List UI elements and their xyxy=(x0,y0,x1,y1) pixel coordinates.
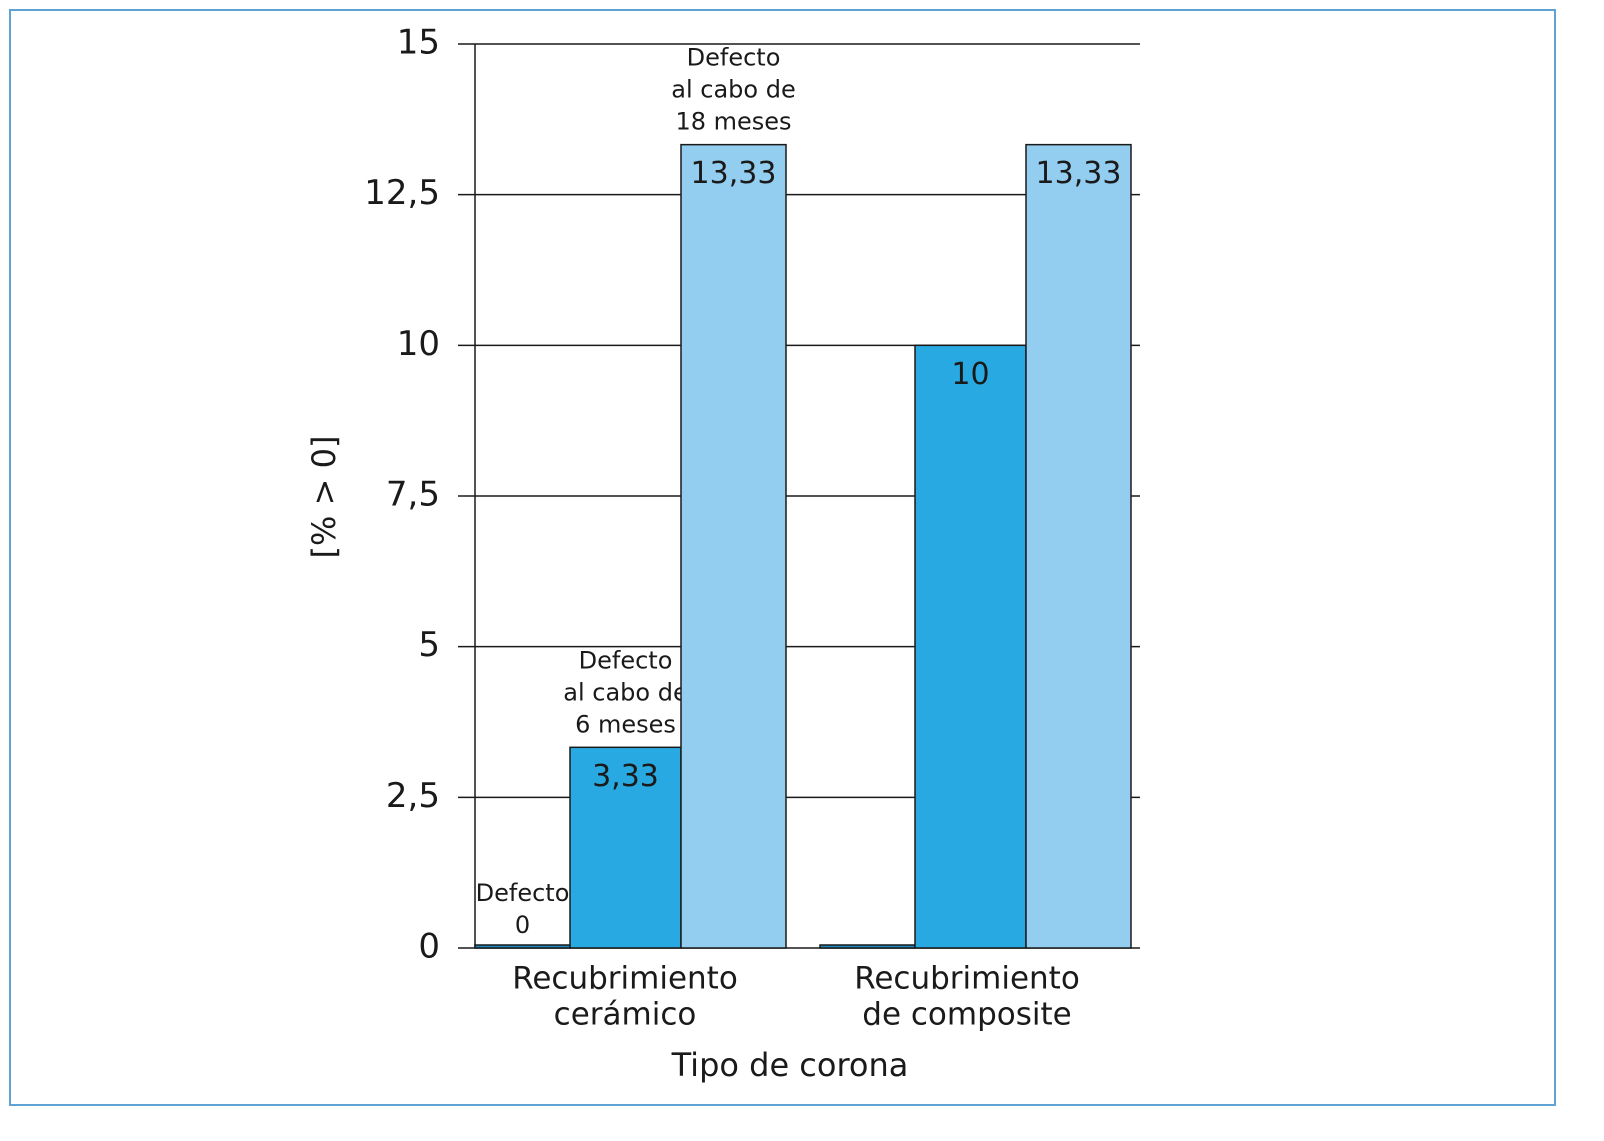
value-label: 13,33 xyxy=(1036,156,1122,191)
y-tick-label: 10 xyxy=(397,324,440,364)
series-annotation: al cabo de xyxy=(671,76,795,104)
series-annotation: 0 xyxy=(515,911,530,939)
frame xyxy=(9,9,1556,1106)
y-tick-label: 12,5 xyxy=(364,173,440,213)
value-label: 13,33 xyxy=(691,156,777,191)
bar xyxy=(680,143,787,949)
series-annotation: Defecto xyxy=(579,646,673,674)
series-annotation: Defecto xyxy=(476,879,570,907)
x-tick-label: de composite xyxy=(862,997,1071,1033)
y-tick-label: 7,5 xyxy=(386,475,440,515)
series-annotation: 18 meses xyxy=(675,108,791,136)
value-label: 10 xyxy=(951,357,989,392)
bar xyxy=(914,344,1027,949)
value-label: 3,33 xyxy=(592,759,659,794)
bar xyxy=(569,746,682,949)
x-tick-label: cerámico xyxy=(554,997,697,1033)
y-tick-label: 0 xyxy=(418,927,440,967)
y-axis-label: [% > 0] xyxy=(305,436,343,559)
x-tick-label: Recubrimiento xyxy=(854,961,1080,997)
bar xyxy=(474,944,571,949)
series-annotation: Defecto xyxy=(687,44,781,72)
y-tick-label: 5 xyxy=(418,625,440,665)
x-tick-label: Recubrimiento xyxy=(512,961,738,997)
y-tick-label: 2,5 xyxy=(386,776,440,816)
bar xyxy=(819,944,916,949)
bar xyxy=(1025,143,1132,949)
series-annotation: 6 meses xyxy=(575,710,676,738)
y-tick-label: 15 xyxy=(397,23,440,63)
x-axis-label: Tipo de corona xyxy=(671,1046,909,1084)
series-annotation: al cabo de xyxy=(563,678,687,706)
